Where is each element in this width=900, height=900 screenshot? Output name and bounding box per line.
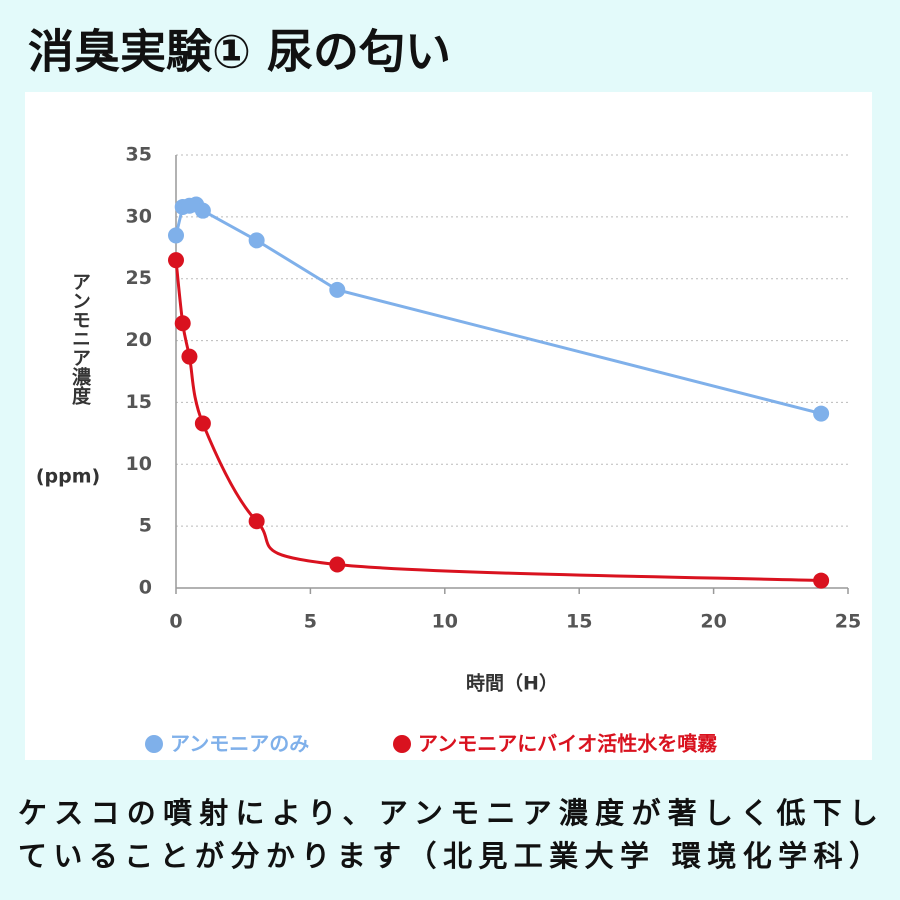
- y-tick-label: 0: [139, 577, 152, 599]
- page-title: 消臭実験① 尿の匂い: [28, 25, 451, 79]
- series-line: [174, 259, 822, 583]
- y-axis-title: アンモニア濃度: [69, 272, 91, 406]
- x-axis-title: 時間（H）: [466, 672, 558, 695]
- x-tick-label: 5: [304, 611, 317, 633]
- legend-marker: [145, 735, 163, 753]
- caption-line: ていることが分かります（北見工業大学 環境化学科）: [18, 839, 878, 873]
- legend-marker: [393, 735, 411, 753]
- data-point: [813, 405, 830, 422]
- x-tick-label: 20: [700, 611, 726, 633]
- x-tick-label: 10: [432, 611, 458, 633]
- y-tick-label: 5: [139, 515, 152, 537]
- x-tick-label: 15: [566, 611, 592, 633]
- data-point: [168, 227, 184, 244]
- y-tick-label: 10: [126, 453, 152, 475]
- data-point: [813, 572, 830, 589]
- data-point: [248, 513, 265, 530]
- data-point: [248, 232, 265, 249]
- data-point: [329, 556, 346, 573]
- y-tick-label: 15: [126, 391, 152, 413]
- y-tick-label: 35: [126, 144, 152, 166]
- chart-panel: [25, 92, 872, 760]
- data-point: [168, 252, 184, 269]
- y-tick-label: 20: [126, 329, 152, 351]
- y-tick-label: 25: [126, 267, 152, 289]
- y-axis-unit: (ppm): [36, 466, 100, 488]
- x-tick-label: 25: [835, 611, 861, 633]
- x-tick-label: 0: [169, 611, 182, 633]
- data-point: [181, 348, 198, 365]
- data-point: [329, 281, 346, 298]
- data-point: [174, 315, 191, 332]
- legend-label: アンモニアにバイオ活性水を噴霧: [418, 732, 718, 756]
- data-point: [194, 202, 211, 219]
- legend-label: アンモニアのみ: [170, 732, 309, 756]
- y-tick-label: 30: [126, 205, 152, 227]
- data-point: [194, 415, 211, 432]
